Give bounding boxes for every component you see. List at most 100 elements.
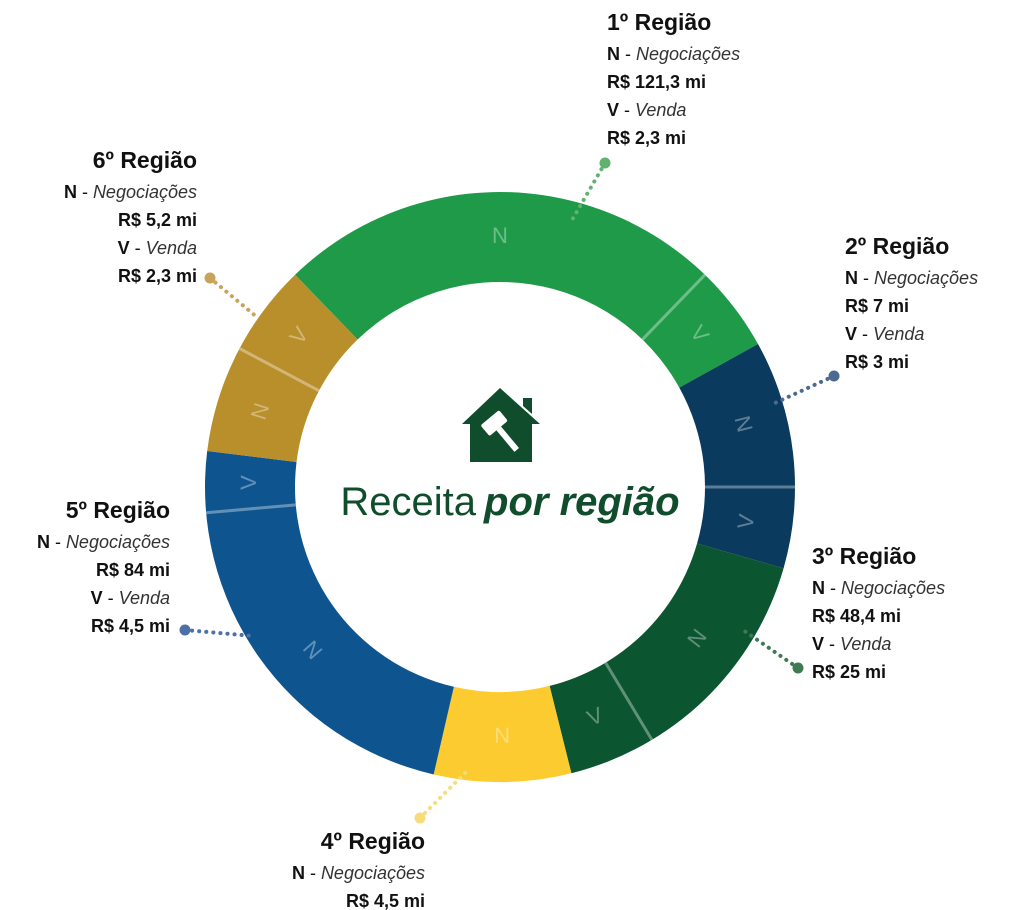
separator: - (829, 634, 835, 654)
separator: - (82, 182, 88, 202)
region-title: 3º Região (812, 543, 916, 569)
key: N (845, 268, 858, 288)
separator: - (108, 588, 114, 608)
segment-letter: N (494, 723, 510, 748)
leader-line (741, 628, 800, 670)
divider (641, 273, 707, 341)
segment-letter: V (236, 475, 261, 490)
divider (604, 661, 654, 741)
key: N (64, 182, 77, 202)
value: R$ 7 mi (845, 296, 909, 316)
segment (205, 451, 454, 775)
segment-letter: N (730, 413, 758, 435)
key-name: Venda (119, 588, 170, 608)
value: R$ 84 mi (96, 560, 170, 580)
key: N (607, 44, 620, 64)
value: R$ 25 mi (812, 662, 886, 682)
key-line: V - Venda (845, 324, 924, 344)
key-line: N - Negociações (845, 268, 978, 288)
leader-line (570, 161, 607, 222)
separator: - (862, 324, 868, 344)
key-line: V - Venda (91, 588, 170, 608)
key-line: N - Negociações (37, 532, 170, 552)
key-line: V - Venda (118, 238, 197, 258)
key-line: V - Venda (607, 100, 686, 120)
key: N (37, 532, 50, 552)
key: V (91, 588, 103, 608)
leader-dot (179, 624, 191, 636)
value: R$ 3 mi (845, 352, 909, 372)
value: R$ 2,3 mi (607, 128, 686, 148)
key: N (812, 578, 825, 598)
key-name: Venda (840, 634, 891, 654)
key-name: Negociações (66, 532, 170, 552)
separator: - (624, 100, 630, 120)
separator: - (135, 238, 141, 258)
leader-dot (414, 812, 426, 824)
separator: - (625, 44, 631, 64)
region-title: 2º Região (845, 233, 949, 259)
key-line: N - Negociações (292, 863, 425, 883)
key-name: Negociações (321, 863, 425, 883)
icon (462, 388, 540, 462)
leader-dot (204, 272, 216, 284)
key-name: Negociações (93, 182, 197, 202)
key-line: N - Negociações (64, 182, 197, 202)
segment (549, 543, 784, 774)
value: R$ 2,3 mi (118, 266, 197, 286)
segment (295, 191, 759, 388)
leader-line (208, 276, 260, 320)
key: V (812, 634, 824, 654)
key-name: Venda (635, 100, 686, 120)
leader-line (773, 374, 836, 405)
segment-letter: N (492, 223, 508, 248)
value: R$ 4,5 mi (346, 891, 425, 910)
region-title: 4º Região (321, 828, 425, 854)
center-title: Receita por região (340, 480, 679, 524)
value: R$ 4,5 mi (91, 616, 170, 636)
separator: - (863, 268, 869, 288)
value: R$ 5,2 mi (118, 210, 197, 230)
key-line: V - Venda (812, 634, 891, 654)
segment (433, 685, 572, 782)
title-emphasis: por região (483, 480, 680, 524)
separator: - (55, 532, 61, 552)
leader-line (183, 628, 255, 638)
key: N (292, 863, 305, 883)
key-name: Venda (873, 324, 924, 344)
segment-letter: N (246, 400, 275, 423)
separator: - (310, 863, 316, 883)
separator: - (830, 578, 836, 598)
key: V (118, 238, 130, 258)
title-lead: Receita (340, 480, 476, 524)
segment (207, 274, 358, 463)
value: R$ 48,4 mi (812, 606, 901, 626)
region-title: 1º Região (607, 9, 711, 35)
divider (205, 503, 296, 515)
key-name: Venda (146, 238, 197, 258)
region-label: 4º Região N - Negociações R$ 4,5 mi (292, 828, 425, 910)
leader-line (418, 766, 472, 820)
leader-dot (792, 662, 804, 674)
key-name: Negociações (636, 44, 740, 64)
key-line: N - Negociações (607, 44, 740, 64)
leader-dot (599, 157, 611, 169)
key: V (845, 324, 857, 344)
key-name: Negociações (841, 578, 945, 598)
divider (238, 347, 320, 393)
region-title: 5º Região (66, 497, 170, 523)
region-title: 6º Região (93, 147, 197, 173)
segment-letter: V (732, 512, 759, 530)
key: V (607, 100, 619, 120)
value: R$ 121,3 mi (607, 72, 706, 92)
key-name: Negociações (874, 268, 978, 288)
leader-dot (828, 370, 840, 382)
